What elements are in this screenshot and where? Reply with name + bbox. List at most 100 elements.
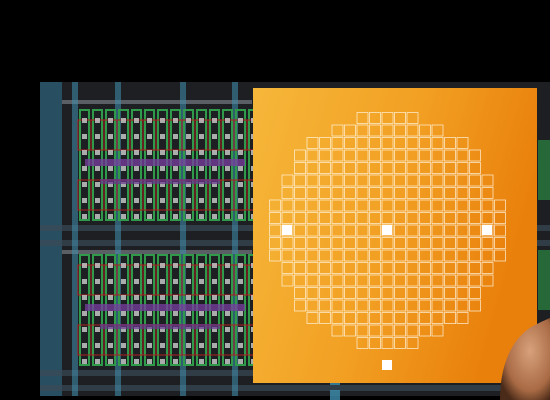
- die: [331, 149, 344, 162]
- contact: [173, 182, 178, 187]
- contact: [186, 118, 191, 123]
- die: [469, 237, 481, 249]
- die: [419, 137, 431, 149]
- die: [394, 224, 406, 237]
- metal: [85, 159, 245, 166]
- die: [381, 324, 394, 337]
- contact: [95, 182, 100, 187]
- die: [481, 187, 494, 199]
- contact: [212, 311, 217, 316]
- die: [281, 262, 294, 274]
- die: [456, 187, 469, 199]
- contact: [147, 279, 152, 284]
- column: [180, 82, 186, 396]
- contact: [95, 295, 100, 300]
- contact: [160, 214, 165, 219]
- die: [431, 312, 444, 324]
- die: [381, 299, 394, 312]
- marker: [382, 360, 392, 370]
- die: [456, 249, 469, 262]
- contact: [108, 359, 113, 364]
- contact: [212, 359, 217, 364]
- die: [381, 137, 394, 149]
- contact: [82, 279, 87, 284]
- die: [344, 212, 356, 224]
- die: [444, 237, 456, 249]
- die: [406, 274, 419, 287]
- contact: [108, 295, 113, 300]
- die: [344, 274, 356, 287]
- die: [381, 337, 394, 349]
- die: [419, 149, 431, 162]
- die: [294, 199, 306, 212]
- die: [369, 212, 381, 224]
- contact: [82, 134, 87, 139]
- die: [469, 162, 481, 174]
- die: [419, 312, 431, 324]
- die: [406, 112, 419, 124]
- die: [406, 224, 419, 237]
- die: [381, 274, 394, 287]
- contact: [160, 343, 165, 348]
- die: [344, 324, 356, 337]
- contact: [147, 359, 152, 364]
- die: [306, 162, 319, 174]
- die: [431, 174, 444, 187]
- contact: [225, 263, 230, 268]
- contact: [121, 150, 126, 155]
- contact: [108, 327, 113, 332]
- contact: [108, 198, 113, 203]
- die: [394, 262, 406, 274]
- die: [444, 249, 456, 262]
- contact: [199, 198, 204, 203]
- die: [381, 112, 394, 124]
- column: [232, 82, 238, 396]
- die: [381, 312, 394, 324]
- die: [281, 237, 294, 249]
- die: [344, 262, 356, 274]
- die: [469, 224, 481, 237]
- contact: [212, 166, 217, 171]
- die: [269, 224, 281, 237]
- die: [431, 262, 444, 274]
- die: [456, 274, 469, 287]
- contact: [147, 118, 152, 123]
- contact: [108, 343, 113, 348]
- die: [281, 199, 294, 212]
- contact: [173, 263, 178, 268]
- die: [344, 199, 356, 212]
- die: [406, 149, 419, 162]
- contact: [121, 263, 126, 268]
- die: [369, 274, 381, 287]
- die: [481, 174, 494, 187]
- contact: [134, 198, 139, 203]
- die: [369, 112, 381, 124]
- contact: [212, 263, 217, 268]
- contact: [160, 150, 165, 155]
- contact: [134, 118, 139, 123]
- stub: [538, 140, 550, 200]
- die: [331, 237, 344, 249]
- contact: [160, 295, 165, 300]
- contact: [225, 343, 230, 348]
- die: [481, 274, 494, 287]
- contact: [238, 327, 243, 332]
- metal: [100, 324, 220, 329]
- die: [444, 262, 456, 274]
- die: [356, 137, 369, 149]
- marker: [382, 225, 392, 235]
- die: [344, 162, 356, 174]
- contact: [134, 343, 139, 348]
- die: [344, 187, 356, 199]
- die: [419, 224, 431, 237]
- contact: [199, 118, 204, 123]
- die: [356, 112, 369, 124]
- die: [394, 162, 406, 174]
- contact: [212, 279, 217, 284]
- rail: [62, 250, 252, 254]
- die: [494, 249, 506, 262]
- contact: [199, 263, 204, 268]
- die: [381, 162, 394, 174]
- die: [331, 199, 344, 212]
- contact: [173, 118, 178, 123]
